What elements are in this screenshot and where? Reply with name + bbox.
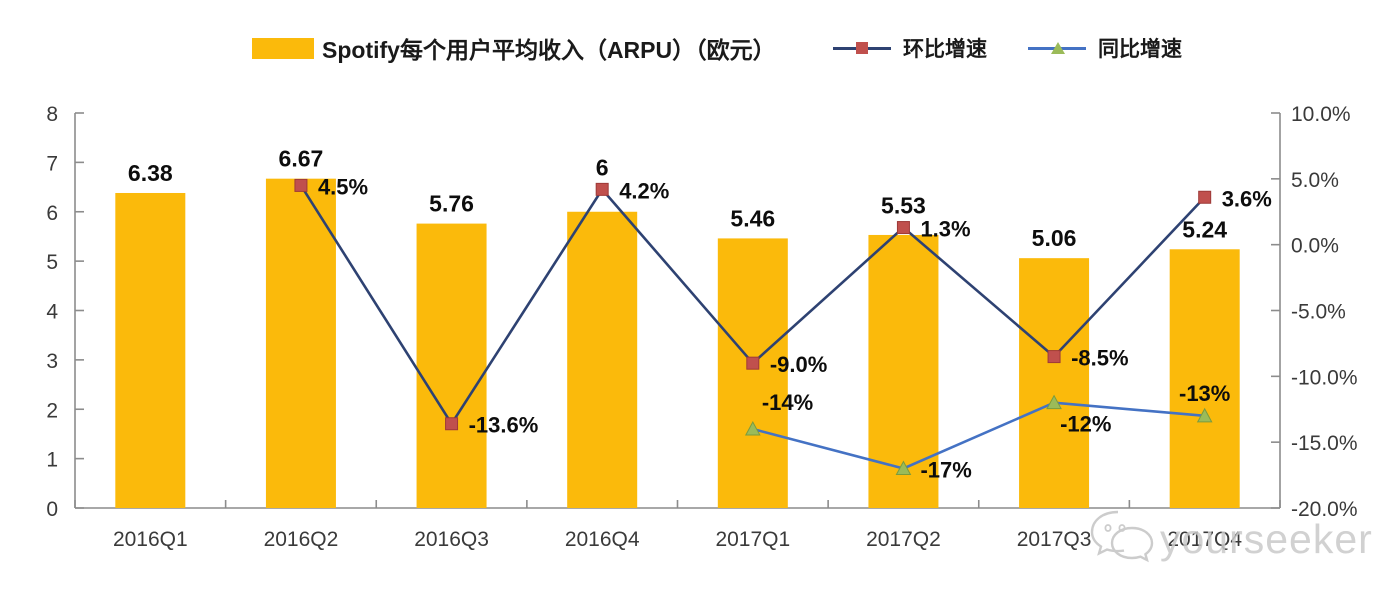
qoq-label-2016Q3: -13.6% [469,413,539,438]
qoq-label-2017Q4: 3.6% [1222,186,1272,211]
yoy-label-2017Q1: -14% [762,390,813,415]
bar-2016Q4 [567,211,638,508]
left-axis-tick-label: 0 [46,498,58,521]
yoy-line [752,401,1205,470]
watermark-text: yourseeker [1160,515,1373,562]
yoy-marker-2017Q2 [895,460,912,475]
left-axis-tick-label: 2 [46,399,58,422]
bar-swatch [252,37,314,59]
qoq-marker-2017Q1 [746,356,760,370]
left-axis-tick-label: 5 [46,251,58,274]
bar-2017Q4 [1169,249,1240,508]
legend: Spotify每个用户平均收入（ARPU）（欧元） 环比增速 同比增速 [0,0,1399,80]
bar-label-2016Q3: 5.76 [429,191,474,217]
qoq-label-2017Q1: -9.0% [770,352,827,377]
bar-label-2017Q1: 5.46 [730,205,775,231]
yoy-label-2017Q3: -12% [1060,412,1111,437]
x-axis-label-2017Q3: 2017Q3 [1017,528,1092,551]
qoq-square-marker-icon [856,42,868,54]
qoq-label-2016Q2: 4.5% [318,174,368,199]
yoy-label-2017Q2: -17% [920,458,971,483]
right-axis-tick-label: 0.0% [1291,235,1339,258]
x-axis-label-2017Q1: 2017Q1 [715,528,790,551]
left-axis-tick-label: 8 [46,103,58,126]
yoy-marker-2017Q4 [1196,407,1213,423]
left-axis-tick-label: 6 [46,202,58,225]
left-axis-tick-label: 7 [46,152,58,175]
bar-label-2016Q4: 6 [596,154,609,180]
bar-label-2017Q2: 5.53 [881,193,926,219]
qoq-line-swatch [833,41,891,55]
bar-2016Q2 [265,178,336,508]
qoq-label-2016Q4: 4.2% [619,178,669,203]
bar-2017Q1 [717,238,788,508]
qoq-marker-2016Q2 [294,178,308,192]
x-axis-label-2016Q3: 2016Q3 [414,528,489,551]
x-axis-label-2017Q4: 2017Q4 [1167,528,1242,551]
qoq-marker-2017Q2 [896,221,910,235]
left-axis-tick-label: 4 [46,301,58,324]
legend-label-yoy: 同比增速 [1098,38,1182,61]
right-axis-tick-label: 10.0% [1291,103,1351,126]
qoq-label-2017Q3: -8.5% [1071,346,1128,371]
qoq-marker-2016Q3 [445,417,459,431]
x-axis-label-2017Q2: 2017Q2 [866,528,941,551]
left-axis-tick-label: 1 [46,449,58,472]
right-axis-tick-label: -5.0% [1291,301,1346,324]
bar-label-2017Q3: 5.06 [1032,225,1077,251]
right-axis-tick-label: -20.0% [1291,498,1358,521]
left-axis-tick-label: 3 [46,350,58,373]
yoy-marker-2017Q3 [1046,394,1062,410]
legend-label-arpu: Spotify每个用户平均收入（ARPU）（欧元） [322,37,776,63]
right-axis-tick-label: -15.0% [1291,432,1358,455]
yoy-triangle-marker-icon [1051,42,1065,54]
bar-2016Q3 [416,223,487,508]
right-axis-tick-label: 5.0% [1291,169,1339,192]
yoy-line-swatch [1028,41,1086,55]
wechat-icon [1090,510,1154,563]
yoy-marker-2017Q1 [744,420,761,436]
bar-label-2016Q2: 6.67 [279,146,324,172]
x-axis-label-2016Q4: 2016Q4 [565,528,640,551]
bar-label-2017Q4: 5.24 [1182,216,1227,242]
qoq-marker-2016Q4 [595,182,609,196]
bar-label-2016Q1: 6.38 [128,160,173,186]
legend-item-qoq: 环比增速 [833,34,987,62]
bar-2016Q1 [115,192,186,509]
x-axis-label-2016Q1: 2016Q1 [113,528,188,551]
x-axis-label-2016Q2: 2016Q2 [264,528,339,551]
legend-item-arpu: Spotify每个用户平均收入（ARPU）（欧元） [252,34,776,63]
legend-label-qoq: 环比增速 [903,38,987,61]
bar-2017Q3 [1019,258,1090,508]
qoq-marker-2017Q4 [1198,190,1212,204]
qoq-marker-2017Q3 [1047,350,1061,364]
qoq-label-2017Q2: 1.3% [920,217,970,242]
yoy-label-2017Q4: -13% [1179,381,1230,406]
watermark: yourseeker [1088,508,1373,570]
right-axis-tick-label: -10.0% [1291,366,1358,389]
legend-item-yoy: 同比增速 [1028,34,1182,62]
